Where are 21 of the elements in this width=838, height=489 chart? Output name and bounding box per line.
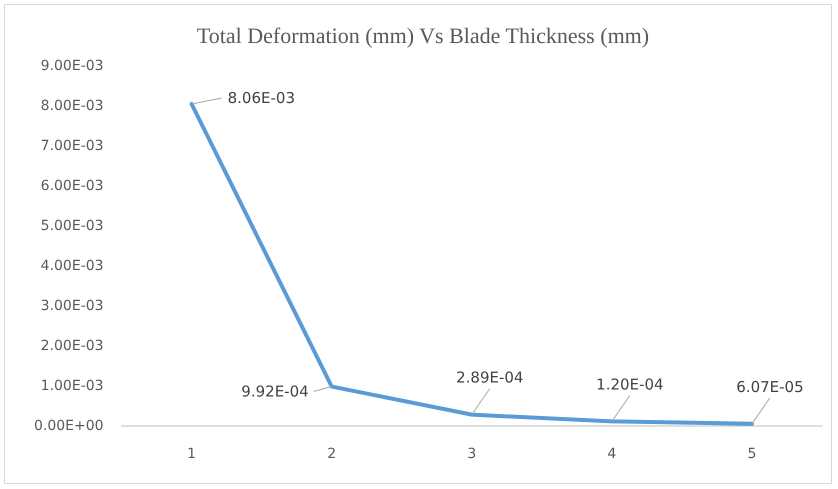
y-tick-label: 1.00E-03 [40, 378, 104, 394]
x-tick-label: 4 [607, 446, 616, 462]
data-label: 8.06E-03 [228, 88, 295, 107]
y-tick-label: 6.00E-03 [40, 178, 104, 194]
x-tick-label: 1 [187, 446, 196, 462]
data-label: 2.89E-04 [456, 368, 524, 387]
y-tick-label: 5.00E-03 [40, 218, 104, 234]
data-label: 6.07E-05 [736, 378, 804, 396]
x-tick-label: 3 [467, 446, 476, 462]
data-label: 1.20E-04 [596, 375, 664, 394]
y-tick-label: 8.00E-03 [40, 98, 104, 114]
y-tick-label: 7.00E-03 [40, 138, 104, 154]
y-tick-label: 4.00E-03 [40, 258, 104, 274]
y-tick-label: 3.00E-03 [40, 298, 104, 314]
y-tick-label: 2.00E-03 [40, 338, 104, 354]
x-tick-label: 2 [327, 446, 336, 462]
y-tick-label: 0.00E+00 [34, 418, 104, 434]
x-tick-label: 5 [747, 446, 756, 462]
data-label: 9.92E-04 [241, 382, 309, 401]
chart-title: Total Deformation (mm) Vs Blade Thickness (mm) [196, 22, 650, 48]
y-tick-label: 9.00E-03 [40, 58, 104, 74]
